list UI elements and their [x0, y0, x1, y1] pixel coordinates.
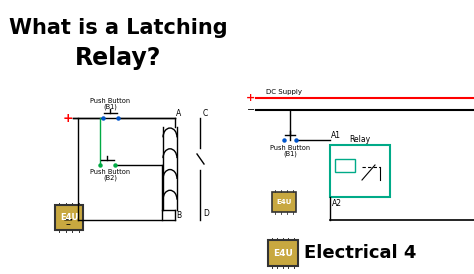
- Text: What is a Latching: What is a Latching: [9, 18, 228, 38]
- Text: −: −: [247, 105, 255, 115]
- Text: –: –: [65, 219, 71, 229]
- Text: E4U: E4U: [276, 199, 292, 205]
- Text: D: D: [203, 209, 209, 218]
- Text: Electrical 4: Electrical 4: [304, 244, 416, 262]
- Bar: [55, 205, 83, 230]
- Text: (B1): (B1): [283, 151, 297, 157]
- Text: Push Button: Push Button: [91, 169, 130, 175]
- Text: E4U: E4U: [60, 213, 78, 222]
- Bar: [330, 145, 390, 197]
- Text: +: +: [63, 112, 73, 124]
- Text: A: A: [176, 109, 181, 118]
- Text: (B1): (B1): [103, 104, 118, 110]
- Text: A1: A1: [331, 130, 341, 139]
- Bar: [272, 192, 296, 212]
- Text: (B2): (B2): [103, 175, 118, 181]
- Bar: [335, 159, 355, 172]
- Text: A2: A2: [332, 198, 342, 207]
- Text: Relay: Relay: [349, 136, 371, 144]
- Text: +: +: [246, 93, 255, 103]
- Bar: [268, 240, 298, 266]
- Text: B: B: [176, 212, 181, 221]
- Text: C: C: [203, 109, 208, 118]
- Text: DC Supply: DC Supply: [266, 89, 302, 95]
- Text: Relay?: Relay?: [75, 46, 161, 70]
- Text: E4U: E4U: [273, 249, 293, 258]
- Text: −: −: [63, 213, 73, 227]
- Text: Push Button: Push Button: [270, 145, 310, 151]
- Text: Push Button: Push Button: [91, 98, 130, 104]
